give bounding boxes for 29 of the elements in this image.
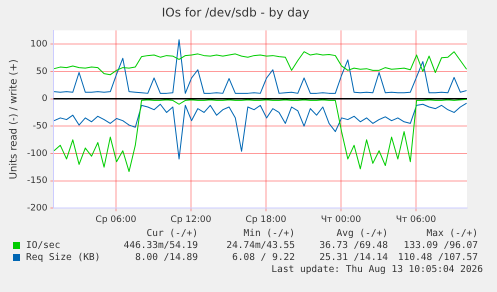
text: 36.73 /69.48 [319, 240, 388, 251]
x-tick-label: Ср 12:00 [170, 214, 212, 225]
y-tick-label: -50 [32, 121, 48, 132]
text: Avg (-/+) [336, 228, 388, 239]
text: 8.00 /14.89 [135, 252, 198, 263]
text: Last update: Thu Aug 13 10:05:04 2026 [271, 264, 483, 275]
text: Cur (-/+) [146, 228, 198, 239]
legend-label: Req Size (KB) [26, 252, 100, 263]
text: 6.08 / 9.22 [232, 252, 295, 263]
x-tick-label: Чт 00:00 [320, 214, 362, 225]
text: 110.48 /107.57 [398, 252, 478, 263]
text: 25.31 /14.14 [319, 252, 388, 263]
x-tick-label: Ср 06:00 [96, 214, 137, 225]
text: Max (-/+) [426, 228, 478, 239]
y-tick-label: 100 [30, 39, 48, 50]
y-axis-title: Units read (-) / write (+) [8, 59, 20, 180]
x-tick-label: Чт 06:00 [396, 214, 436, 225]
legend-label: IO/sec [26, 240, 60, 251]
y-tick-label: 0 [42, 94, 48, 104]
text: 133.09 /96.07 [404, 240, 478, 251]
text: Min (-/+) [244, 228, 295, 239]
text: 24.74m/43.55 [226, 240, 295, 251]
chart-title: IOs for /dev/sdb - by day [162, 5, 310, 20]
x-tick-label: Ср 18:00 [246, 214, 287, 225]
y-tick-label: 50 [36, 66, 48, 77]
text: 446.33m/54.19 [122, 240, 198, 251]
y-tick-label: -200 [26, 204, 48, 214]
y-tick-label: -150 [26, 176, 48, 186]
y-tick-label: -100 [26, 148, 48, 159]
